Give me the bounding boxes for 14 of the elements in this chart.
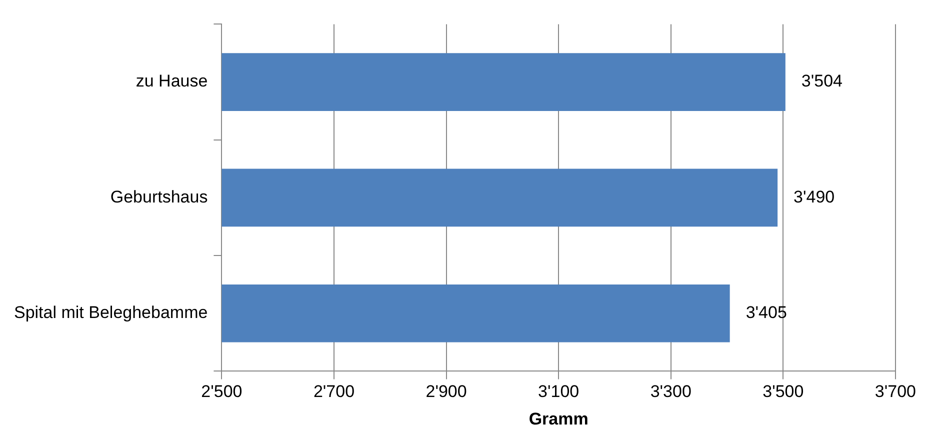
data-label: 3'504 — [801, 72, 842, 91]
x-tick-label: 2'700 — [313, 382, 355, 402]
data-label: 3'405 — [746, 303, 787, 322]
y-tick-label: zu Hause — [136, 72, 208, 91]
data-label: 3'490 — [794, 187, 835, 206]
x-tick-label: 3'500 — [762, 382, 804, 402]
y-tick-label: Geburtshaus — [110, 187, 208, 206]
x-tick-label: 3'300 — [650, 382, 692, 402]
x-tick-label: 2'900 — [426, 382, 467, 402]
x-tick-label: 3'100 — [538, 382, 580, 402]
y-tick-label: Spital mit Beleghebamme — [14, 303, 208, 322]
x-tick-label: 2'500 — [201, 382, 242, 402]
x-axis-title: Gramm — [528, 409, 588, 428]
x-tick-label: 3'700 — [874, 382, 916, 402]
